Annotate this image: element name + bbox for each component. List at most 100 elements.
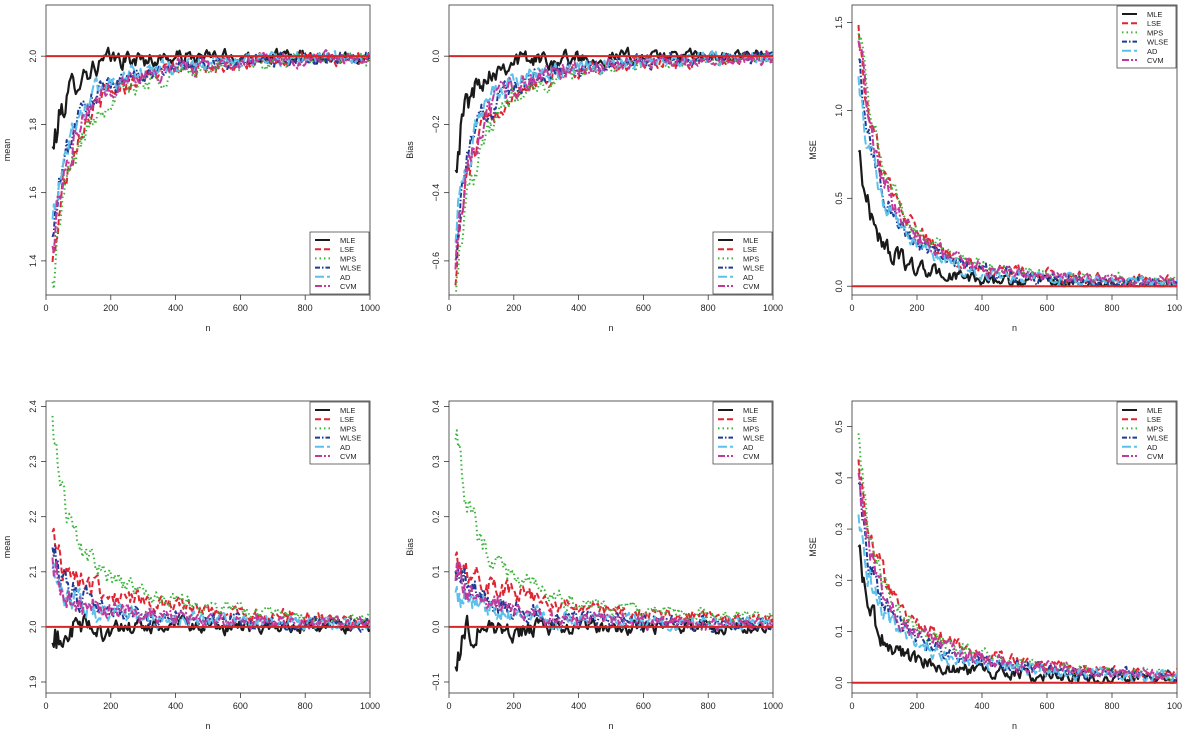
- y-tick-label: 0.4: [834, 472, 844, 485]
- series-line-mps: [454, 429, 773, 627]
- y-tick-label: 1.4: [28, 255, 38, 268]
- plot-frame: [448, 400, 774, 694]
- x-tick-label: 800: [1104, 701, 1119, 711]
- x-tick-label: 400: [168, 303, 183, 313]
- series-line-mps: [51, 415, 370, 626]
- x-axis-label: n: [608, 721, 613, 731]
- legend-label-lse: LSE: [340, 415, 354, 424]
- x-axis-label: n: [1012, 323, 1017, 333]
- series-line-ad: [51, 50, 370, 220]
- y-tick-label: 0.5: [834, 420, 844, 433]
- legend-label-cvm: CVM: [1147, 452, 1164, 461]
- legend-box: [1116, 5, 1177, 69]
- x-tick-label: 800: [701, 303, 716, 313]
- legend-label-mps: MPS: [743, 424, 759, 433]
- x-tick-label: 600: [1039, 701, 1054, 711]
- legend-box: [712, 231, 773, 295]
- x-tick-label: 200: [506, 303, 521, 313]
- x-tick-label: 400: [974, 701, 989, 711]
- x-tick-label: 200: [103, 701, 118, 711]
- y-tick-label: 0.4: [431, 400, 441, 413]
- x-tick-label: 1000: [1167, 701, 1182, 711]
- x-tick-label: 200: [103, 303, 118, 313]
- x-axis-label: n: [205, 721, 210, 731]
- series-line-ad: [857, 76, 1177, 288]
- x-tick-label: 1000: [360, 701, 380, 711]
- legend-label-ad: AD: [340, 273, 351, 282]
- series-line-mps: [857, 433, 1177, 683]
- legend-box: [1116, 401, 1177, 465]
- y-tick-label: −0.6: [431, 252, 441, 270]
- plot-frame: [45, 400, 371, 694]
- panel-5: 0 200 400 600 800 1000 n −0.1 0.0 0.1 0.2 0.3 0.4 Bia…: [405, 400, 783, 731]
- panel-1: 0 200 400 600 800 1000 n 1.4 1.6 1.8 2.0 mean MLELSE…: [2, 4, 380, 333]
- series-group: [857, 24, 1177, 288]
- y-tick-label: 2.4: [28, 400, 38, 413]
- series-line-ad: [51, 562, 370, 631]
- legend-label-mle: MLE: [340, 406, 355, 415]
- y-tick-label: 0.3: [834, 523, 844, 536]
- x-tick-label: 0: [446, 303, 451, 313]
- legend-label-wlse: WLSE: [340, 434, 361, 443]
- y-tick-label: 2.0: [28, 621, 38, 634]
- y-tick-label: 1.8: [28, 118, 38, 131]
- legend-label-wlse: WLSE: [1147, 38, 1168, 47]
- x-tick-label: 800: [298, 701, 313, 711]
- y-tick-label: 1.0: [834, 104, 844, 117]
- y-tick-label: 2.3: [28, 455, 38, 468]
- y-tick-label: 2.1: [28, 566, 38, 579]
- y-axis-label: mean: [2, 139, 12, 162]
- series-line-mps: [51, 52, 370, 290]
- series-line-mps: [857, 33, 1177, 287]
- legend-label-lse: LSE: [1147, 19, 1161, 28]
- y-tick-label: 2.0: [28, 50, 38, 63]
- legend-label-lse: LSE: [743, 415, 757, 424]
- legend-box: [309, 401, 370, 465]
- x-tick-label: 600: [1039, 303, 1054, 313]
- legend-label-mle: MLE: [340, 236, 355, 245]
- y-axis-label: Bias: [405, 141, 415, 159]
- y-tick-label: −0.1: [431, 673, 441, 691]
- y-axis-label: Bias: [405, 538, 415, 556]
- x-tick-label: 1000: [763, 701, 783, 711]
- series-line-cvm: [454, 561, 773, 632]
- legend-box: [309, 231, 370, 295]
- panel-6: 0 200 400 600 800 1000 n 0.0 0.1 0.2 0.3 0.4 0.5 MSE M…: [808, 400, 1182, 731]
- y-tick-label: 0.0: [834, 676, 844, 689]
- series-line-ad: [857, 514, 1177, 684]
- series-line-lse: [51, 527, 370, 628]
- series-line-cvm: [857, 472, 1177, 681]
- plot-frame: [45, 4, 371, 296]
- legend-label-ad: AD: [743, 273, 754, 282]
- series-group: [857, 433, 1177, 684]
- legend-label-cvm: CVM: [743, 282, 760, 291]
- series-line-lse: [454, 50, 773, 286]
- y-tick-label: 0.0: [431, 50, 441, 63]
- legend-label-mps: MPS: [1147, 424, 1163, 433]
- legend-label-lse: LSE: [340, 245, 354, 254]
- legend-label-mps: MPS: [1147, 28, 1163, 37]
- legend-label-ad: AD: [1147, 443, 1158, 452]
- legend-label-lse: LSE: [743, 245, 757, 254]
- y-tick-label: 1.9: [28, 676, 38, 689]
- y-tick-label: −0.2: [431, 116, 441, 134]
- legend-label-mle: MLE: [1147, 406, 1162, 415]
- y-axis-label: MSE: [808, 140, 818, 160]
- series-group: [51, 415, 370, 649]
- series-line-cvm: [51, 49, 370, 254]
- y-tick-label: 0.0: [834, 280, 844, 293]
- legend-label-mps: MPS: [340, 254, 356, 263]
- panel-3: 0 200 400 600 800 1000 n 0.0 0.5 1.0 1.5 MSE MLELSEM…: [808, 4, 1182, 333]
- y-tick-label: 0.1: [834, 625, 844, 638]
- x-tick-label: 0: [446, 701, 451, 711]
- x-tick-label: 400: [571, 303, 586, 313]
- legend-box: [712, 401, 773, 465]
- x-tick-label: 600: [636, 303, 651, 313]
- series-line-mps: [454, 51, 773, 295]
- plot-frame: [448, 4, 774, 296]
